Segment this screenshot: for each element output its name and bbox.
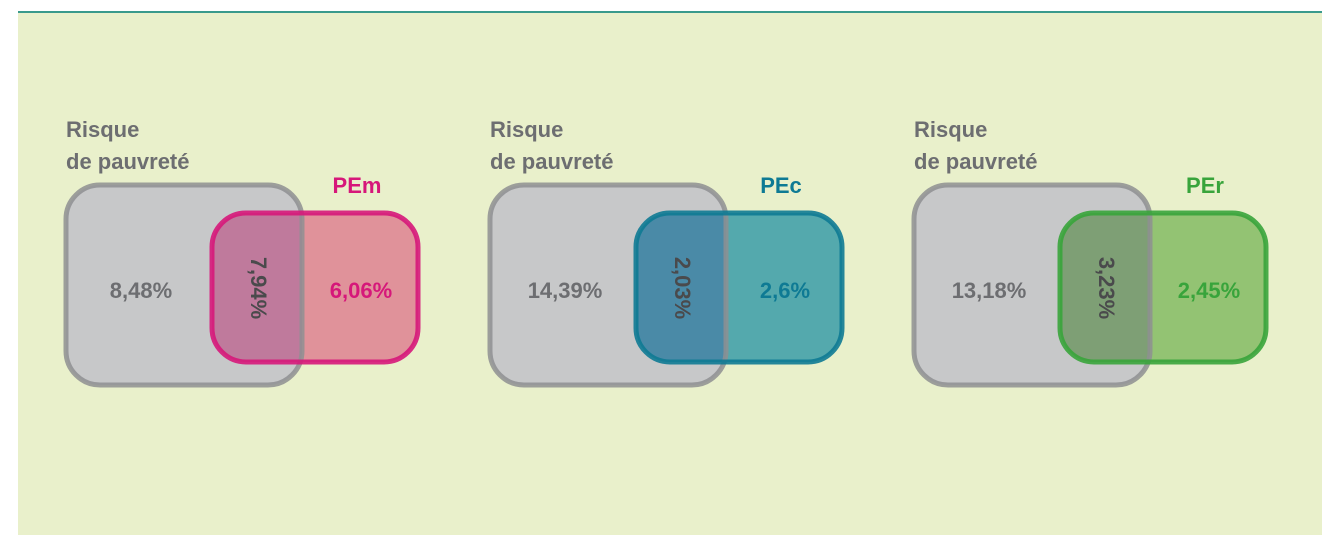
risk-label: Risque [66,117,139,142]
set-only-value: 2,45% [1178,278,1240,303]
set-outline [633,210,845,365]
set-label: PEr [1186,173,1224,198]
risk-label: de pauvreté [490,149,614,174]
venn-panel: Risque de pauvreté PEc 14,39% 2,03% 2,6% [487,117,845,388]
set-only-value: 2,6% [760,278,810,303]
overlap-box [636,213,726,362]
set-outline [209,210,421,365]
risk-label: de pauvreté [66,149,190,174]
risk-label: Risque [490,117,563,142]
risk-only-value: 8,48% [110,278,172,303]
overlap-box [212,213,302,362]
overlap-value: 2,03% [670,257,695,319]
risk-outline [911,182,1153,388]
set-only-value: 6,06% [330,278,392,303]
venn-panel: Risque de pauvreté PEr 13,18% 3,23% 2,45% [911,117,1269,388]
overlap-box [1060,213,1150,362]
risk-label: Risque [914,117,987,142]
set-outline [1057,210,1269,365]
risk-only-value: 14,39% [528,278,603,303]
set-label: PEc [760,173,802,198]
risk-outline [487,182,729,388]
risk-outline [63,182,305,388]
risk-only-value: 13,18% [952,278,1027,303]
venn-panel: Risque de pauvreté PEm 8,48% 7,94% 6,06% [63,117,421,388]
overlap-value: 3,23% [1094,257,1119,319]
overlap-value: 7,94% [246,257,271,319]
risk-label: de pauvreté [914,149,1038,174]
set-label: PEm [333,173,382,198]
